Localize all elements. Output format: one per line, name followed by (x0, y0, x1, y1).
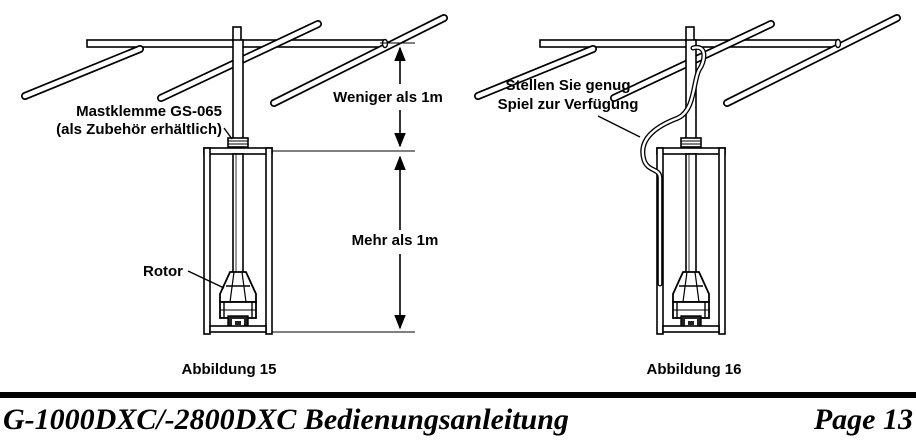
cable-note-line1: Stellen Sie genug (505, 77, 630, 94)
tower-rotor-illustration (203, 39, 273, 335)
clamp-label-line1: Mastklemme GS-065 (76, 103, 222, 120)
manual-title: G-1000DXC/-2800DXC Bedienungsanleitung (3, 403, 569, 436)
rotor-label: Rotor (143, 263, 183, 280)
page-number: Page 13 (813, 403, 913, 436)
cable-note-line2: Spiel zur Verfügung (498, 96, 639, 113)
figure-15-caption: Abbildung 15 (182, 361, 277, 378)
clamp-label-line2: (als Zubehör erhältlich) (56, 121, 222, 138)
rotor-leader-line (187, 270, 225, 289)
clamp-leader-line (223, 127, 233, 140)
dimension-label-lower: Mehr als 1m (352, 232, 439, 249)
dimension-label-upper: Weniger als 1m (333, 89, 443, 106)
figure-15: Weniger als 1m Mehr als 1m Mastklemme GS… (25, 18, 444, 378)
figure-16: Stellen Sie genug Spiel zur Verfügung Ab… (478, 18, 897, 378)
footer-rule (0, 392, 916, 398)
figure-16-caption: Abbildung 16 (647, 361, 742, 378)
tower-rotor-illustration (656, 39, 726, 335)
cable-note-leader (597, 115, 641, 138)
